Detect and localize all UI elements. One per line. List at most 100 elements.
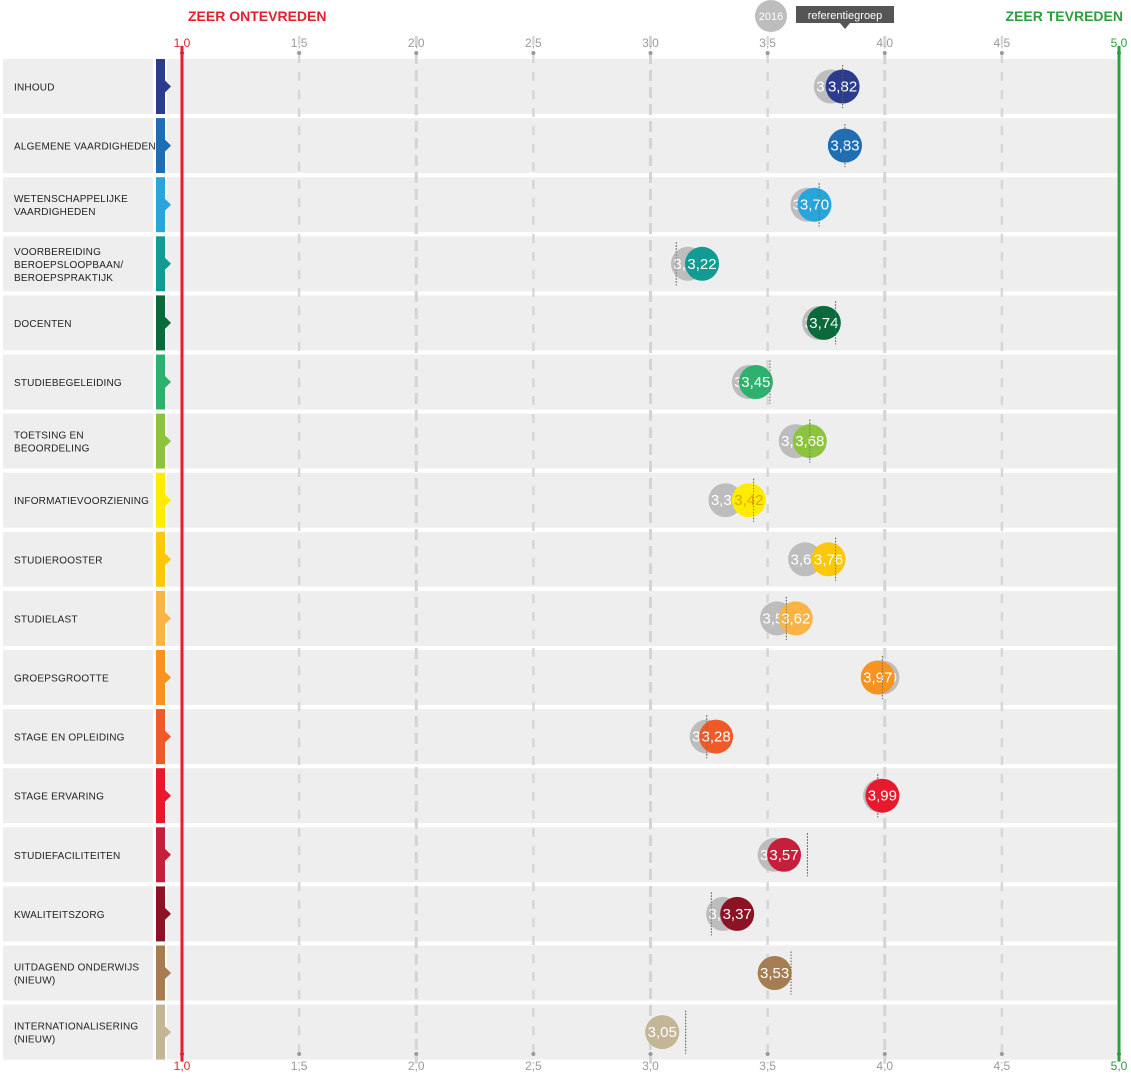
category-color-tag — [156, 1004, 165, 1060]
current-value-dot — [860, 660, 895, 695]
row-plot-background — [167, 59, 1117, 114]
category-label: TOETSING EN BEOORDELING — [14, 431, 90, 455]
current-value-dot — [720, 896, 755, 931]
row-label-background — [3, 531, 153, 587]
row-label-background — [3, 236, 153, 292]
tick-dot — [531, 1052, 536, 1056]
category-label: ALGEMENE VAARDIGHEDEN — [14, 142, 156, 153]
category-tag-arrow — [165, 316, 171, 329]
top-tick-label: 2,5 — [525, 36, 542, 50]
category-label: STUDIEROOSTER — [14, 555, 103, 566]
previous-year-dot — [788, 542, 823, 577]
tick-dot — [648, 1052, 653, 1056]
row-plot-background — [167, 118, 1117, 174]
category-tag-arrow — [165, 907, 171, 920]
row-label-background — [3, 709, 153, 765]
category-tag-arrow — [165, 257, 171, 270]
row-plot-background — [167, 827, 1117, 883]
category-color-tag — [156, 177, 165, 233]
row-label-background — [3, 1004, 153, 1060]
current-value-dot — [645, 1015, 680, 1050]
tick-dot — [1117, 51, 1121, 55]
tick-dot — [648, 51, 653, 55]
current-value-label: 3,28 — [701, 729, 730, 746]
current-value-dot — [738, 365, 773, 399]
category-tag-arrow — [165, 967, 171, 979]
category-row: VOORBEREIDING BEROEPSLOOPBAAN/BEROEPSPRAK… — [14, 236, 720, 292]
top-tick-label: 3,0 — [642, 36, 659, 50]
row-plot-background — [167, 413, 1117, 469]
category-color-tag — [156, 472, 165, 528]
previous-year-dot — [708, 483, 743, 518]
legend-reference-pointer — [840, 23, 850, 29]
current-value-dot — [731, 483, 766, 518]
top-tick-label: 5,0 — [1111, 36, 1128, 50]
row-plot-background — [167, 295, 1117, 351]
category-label: INFORMATIEVOORZIENING — [14, 496, 149, 507]
category-tag-arrow — [165, 435, 171, 448]
current-value-dot — [685, 246, 720, 281]
category-tag-arrow — [165, 612, 171, 625]
tick-dot — [414, 1052, 419, 1056]
row-label-background — [3, 590, 153, 646]
tick-dot — [765, 51, 770, 55]
current-value-label: 3,97 — [863, 670, 892, 687]
current-value-dot — [806, 305, 841, 340]
bottom-tick-label: 1,0 — [174, 1059, 191, 1073]
bottom-tick-label: 2,0 — [408, 1059, 425, 1073]
top-tick-label: 2,0 — [408, 36, 425, 50]
legend: 2016 referentiegroep — [755, 0, 894, 32]
current-value-label: 3,70 — [800, 197, 829, 214]
row-label-background — [3, 177, 153, 233]
category-row: UITDAGEND ONDERWIJS (NIEUW) 3,53 — [14, 945, 792, 1001]
category-color-tag — [156, 945, 165, 1001]
current-value-label: 3,53 — [760, 965, 789, 982]
bottom-tick-label: 5,0 — [1111, 1059, 1128, 1073]
legend-reference-box — [796, 6, 894, 23]
top-tick-label: 3,5 — [759, 36, 776, 50]
bottom-tick-label: 3,5 — [759, 1059, 776, 1073]
row-label-background — [3, 768, 153, 824]
category-tag-arrow — [165, 198, 171, 211]
category-label: STAGE ERVARING — [14, 792, 104, 803]
tick-dot — [297, 1052, 302, 1056]
tick-dot — [180, 1052, 184, 1056]
category-label: DOCENTEN — [14, 319, 72, 330]
title-left: ZEER ONTEVREDEN — [188, 8, 326, 24]
top-tick-label: 1,0 — [174, 36, 191, 50]
category-color-tag — [156, 531, 165, 587]
current-value-label: 3,37 — [723, 906, 752, 923]
current-value-label: 3,05 — [648, 1024, 677, 1041]
category-color-tag — [156, 827, 165, 883]
row-label-background — [3, 945, 153, 1001]
category-label: VOORBEREIDING BEROEPSLOOPBAAN/BEROEPSPRAK… — [14, 247, 123, 284]
bottom-tick-label: 1,5 — [291, 1059, 308, 1073]
category-tag-arrow — [165, 1026, 171, 1039]
current-value-label: 3,74 — [809, 315, 838, 332]
tick-dot — [414, 51, 419, 55]
category-label: STAGE EN OPLEIDING — [14, 733, 125, 744]
tick-dot — [882, 1052, 887, 1056]
category-row: INTERNATIONALISERING (NIEUW) 3,05 — [14, 1004, 687, 1060]
category-label: STUDIEFACILITEITEN — [14, 851, 120, 862]
tick-dot — [297, 51, 302, 55]
category-color-tag — [156, 768, 165, 824]
current-value-dot — [811, 542, 846, 577]
row-label-background — [3, 827, 153, 883]
category-tag-arrow — [165, 139, 171, 152]
legend-previous-label: 2016 — [759, 11, 783, 23]
tick-dot — [180, 51, 184, 55]
current-value-dot — [699, 719, 734, 754]
row-label-background — [3, 59, 153, 114]
category-tag-arrow — [165, 80, 171, 93]
current-value-label: 3,42 — [734, 492, 763, 509]
current-value-label: 3,76 — [814, 551, 843, 568]
category-row: STUDIEROOSTER 3,663,76 — [14, 531, 846, 587]
